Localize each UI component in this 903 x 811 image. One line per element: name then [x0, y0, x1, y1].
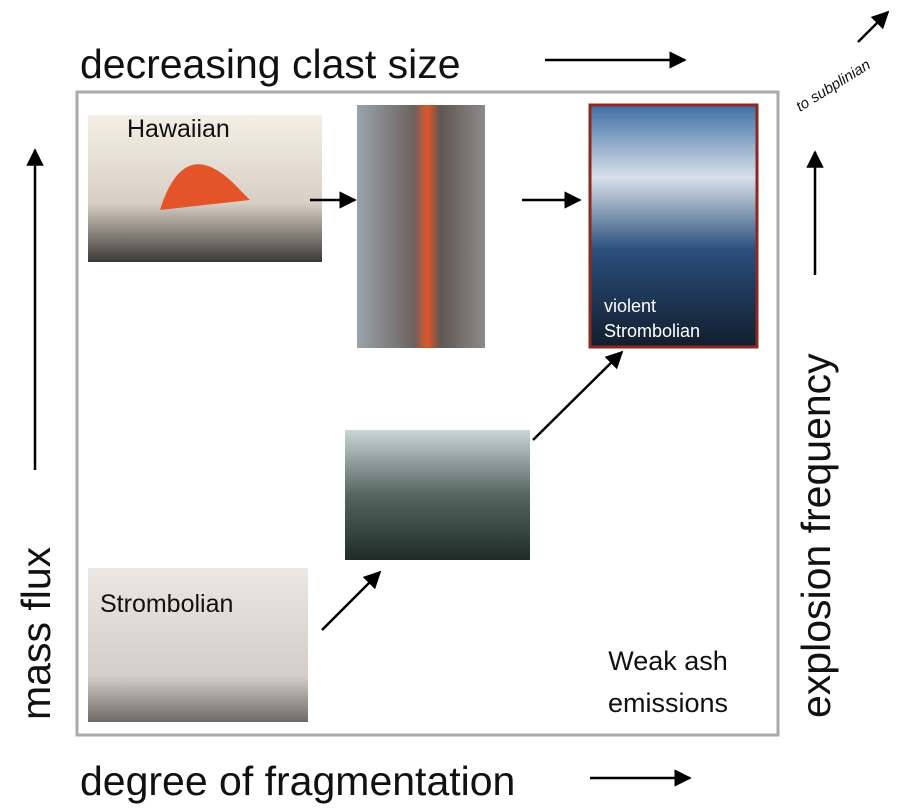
panel-label: Hawaiian — [127, 115, 230, 143]
panel-label: Weak ash — [608, 646, 728, 676]
panel-label: Strombolian — [604, 321, 700, 341]
right-axis-label: explosion frequency — [793, 353, 839, 718]
panel-label: Strombolian — [100, 590, 233, 618]
diagram: decreasing clast size to subplinian mass… — [0, 0, 903, 806]
panel-label: violent — [604, 296, 656, 316]
page: decreasing clast size to subplinian mass… — [0, 0, 903, 811]
panel-label: emissions — [608, 688, 728, 718]
left-axis-label: mass flux — [13, 546, 59, 720]
photo-fountain — [357, 105, 485, 348]
top-axis-label: decreasing clast size — [80, 41, 461, 87]
bottom-axis-label: degree of fragmentation — [80, 758, 515, 804]
corner-label: to subplinian — [793, 56, 873, 115]
photo-ash — [345, 430, 530, 560]
